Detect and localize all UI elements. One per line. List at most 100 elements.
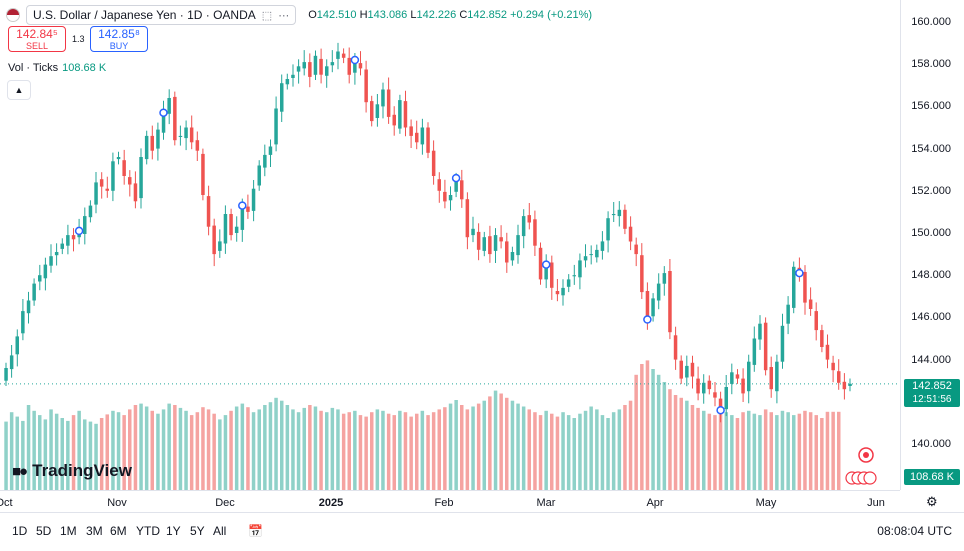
candle-body[interactable] xyxy=(21,311,25,334)
candle-body[interactable] xyxy=(606,218,610,241)
candle-body[interactable] xyxy=(122,160,126,176)
price-chart[interactable] xyxy=(0,0,900,490)
candle-body[interactable] xyxy=(775,361,779,392)
candle-body[interactable] xyxy=(420,127,425,145)
candle-body[interactable] xyxy=(482,237,487,251)
candle-body[interactable] xyxy=(617,209,622,217)
utc-clock[interactable]: 08:08:04 UTC xyxy=(877,524,952,538)
candle-body[interactable] xyxy=(308,62,312,77)
range-button-1m[interactable]: 1M xyxy=(60,524,77,538)
candle-body[interactable] xyxy=(538,247,543,280)
candle-body[interactable] xyxy=(702,382,706,394)
candle-body[interactable] xyxy=(476,231,481,250)
candle-body[interactable] xyxy=(505,241,509,263)
candle-body[interactable] xyxy=(111,161,115,191)
date-range-calendar-icon[interactable]: 📅 xyxy=(248,524,263,538)
candle-body[interactable] xyxy=(83,216,87,234)
candle-body[interactable] xyxy=(38,275,42,282)
candle-body[interactable] xyxy=(611,214,616,216)
candle-body[interactable] xyxy=(814,311,819,331)
candle-body[interactable] xyxy=(195,140,200,151)
candle-body[interactable] xyxy=(656,283,661,301)
candle-body[interactable] xyxy=(769,367,774,390)
event-marker-icon[interactable] xyxy=(74,226,84,236)
candle-body[interactable] xyxy=(786,304,790,324)
candle-body[interactable] xyxy=(206,196,211,227)
candle-body[interactable] xyxy=(668,271,672,333)
candle-body[interactable] xyxy=(246,206,250,212)
event-marker-icon[interactable] xyxy=(541,260,551,269)
candle-body[interactable] xyxy=(454,178,458,192)
candle-body[interactable] xyxy=(460,180,464,200)
event-marker-icon[interactable] xyxy=(716,405,725,415)
candle-body[interactable] xyxy=(71,235,76,240)
candle-body[interactable] xyxy=(184,127,188,139)
candle-body[interactable] xyxy=(94,182,98,205)
candle-body[interactable] xyxy=(431,150,436,176)
candle-body[interactable] xyxy=(493,235,498,251)
candle-body[interactable] xyxy=(392,114,397,126)
candle-body[interactable] xyxy=(341,53,346,58)
candle-body[interactable] xyxy=(825,344,830,360)
candle-body[interactable] xyxy=(201,153,205,195)
candle-body[interactable] xyxy=(651,298,655,317)
candle-body[interactable] xyxy=(561,287,565,296)
candle-body[interactable] xyxy=(189,127,194,143)
range-button-ytd[interactable]: YTD xyxy=(136,524,160,538)
candle-body[interactable] xyxy=(156,129,160,149)
candle-body[interactable] xyxy=(403,101,408,128)
candle-body[interactable] xyxy=(600,241,605,251)
candle-body[interactable] xyxy=(263,154,267,168)
candle-body[interactable] xyxy=(257,165,262,186)
range-button-5y[interactable]: 5Y xyxy=(190,524,205,538)
candle-body[interactable] xyxy=(583,256,588,261)
candle-body[interactable] xyxy=(353,60,357,73)
candle-body[interactable] xyxy=(533,219,537,246)
candle-body[interactable] xyxy=(347,57,352,75)
candle-body[interactable] xyxy=(285,79,290,85)
candle-body[interactable] xyxy=(54,252,59,256)
candle-body[interactable] xyxy=(144,135,149,160)
price-axis[interactable]: 160.000 158.000 156.000 154.000 152.000 150.0… xyxy=(900,0,964,490)
candle-body[interactable] xyxy=(780,325,785,362)
sell-button[interactable]: 142.84⁵ SELL xyxy=(8,26,66,52)
event-marker-icon[interactable] xyxy=(350,55,360,65)
candle-body[interactable] xyxy=(319,58,323,75)
candle-body[interactable] xyxy=(398,100,402,129)
event-marker-icon[interactable] xyxy=(795,268,804,278)
candle-body[interactable] xyxy=(679,360,684,379)
news-flag-icon[interactable] xyxy=(863,471,877,485)
candle-body[interactable] xyxy=(336,51,340,59)
candle-body[interactable] xyxy=(139,157,143,199)
candle-body[interactable] xyxy=(544,264,548,280)
candle-body[interactable] xyxy=(296,66,301,72)
candle-body[interactable] xyxy=(370,101,374,122)
candle-body[interactable] xyxy=(735,374,740,379)
candle-body[interactable] xyxy=(730,372,734,384)
candle-body[interactable] xyxy=(510,252,515,261)
candle-body[interactable] xyxy=(578,260,582,278)
candle-body[interactable] xyxy=(803,272,807,303)
candle-body[interactable] xyxy=(218,241,222,251)
candle-body[interactable] xyxy=(302,62,307,69)
event-marker-icon[interactable] xyxy=(451,173,461,183)
candle-body[interactable] xyxy=(313,55,318,75)
candle-body[interactable] xyxy=(26,300,31,314)
candle-body[interactable] xyxy=(409,126,413,136)
candle-body[interactable] xyxy=(465,199,470,238)
compare-icon[interactable]: ⬚ xyxy=(261,9,273,22)
candle-body[interactable] xyxy=(566,279,571,287)
candle-body[interactable] xyxy=(268,146,273,155)
candle-body[interactable] xyxy=(842,381,847,390)
candle-body[interactable] xyxy=(133,183,138,202)
candle-body[interactable] xyxy=(662,273,667,284)
candle-body[interactable] xyxy=(589,254,593,256)
candle-body[interactable] xyxy=(792,266,796,308)
event-marker-icon[interactable] xyxy=(238,201,247,210)
candle-body[interactable] xyxy=(623,209,627,229)
candle-body[interactable] xyxy=(831,362,835,371)
candle-body[interactable] xyxy=(88,205,93,218)
candle-body[interactable] xyxy=(9,355,14,370)
candle-body[interactable] xyxy=(713,392,717,398)
candle-body[interactable] xyxy=(251,188,256,211)
